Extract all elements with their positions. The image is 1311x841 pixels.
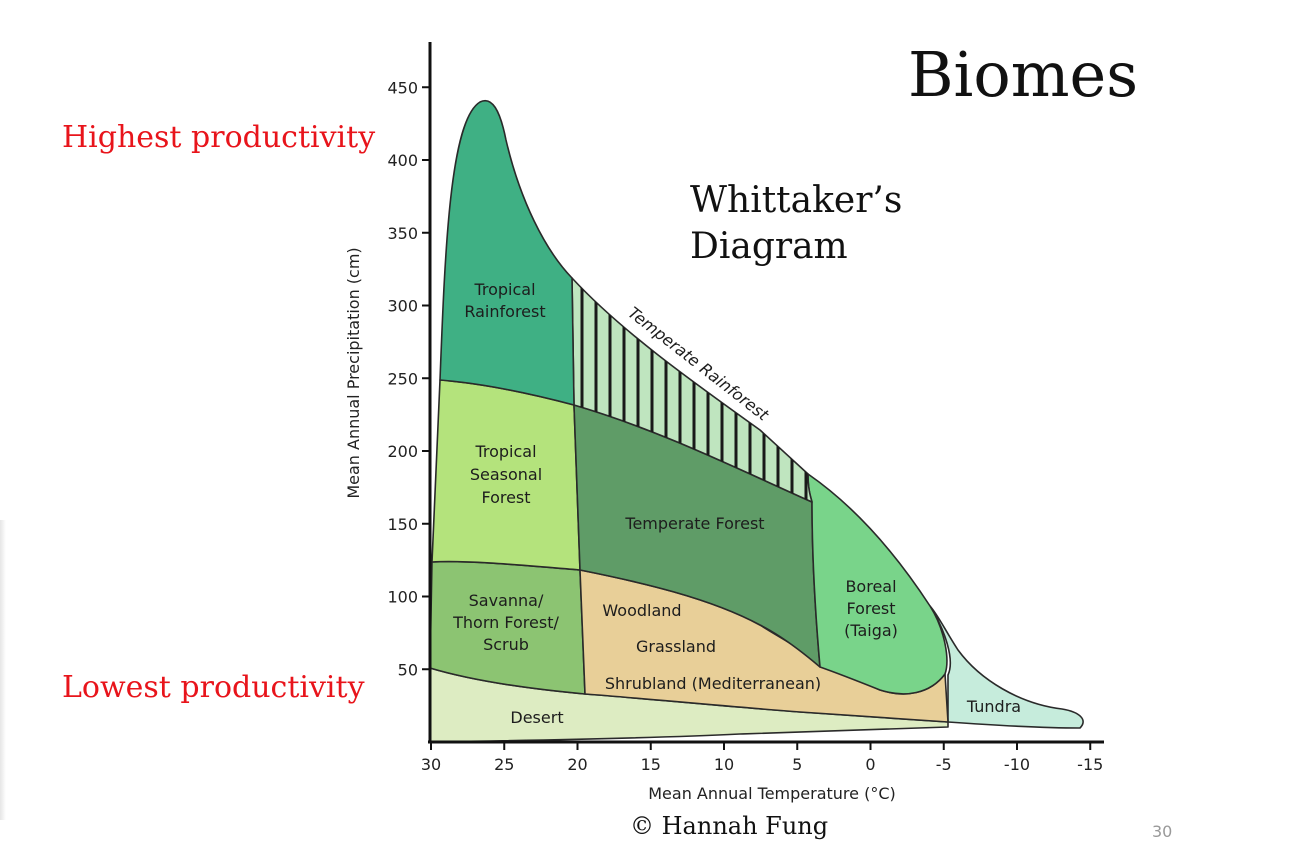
y-tick-label: 100 [387, 588, 418, 607]
lowest-productivity-label: Lowest productivity [62, 670, 365, 705]
x-tick-label: 5 [792, 755, 802, 774]
y-tick-label: 250 [387, 369, 418, 388]
biome-label-grassland: Grassland [636, 637, 716, 656]
biome-label-tropical-seasonal-forest: Tropical Seasonal Forest [470, 442, 542, 507]
biome-label-line: Tundra [966, 697, 1021, 716]
subtitle-line-1: Whittaker’s [690, 180, 903, 221]
biome-label-line: Woodland [602, 601, 681, 620]
biome-label-line: (Taiga) [844, 621, 898, 640]
highest-productivity-label: Highest productivity [62, 120, 376, 155]
subtitle-line-2: Diagram [690, 226, 848, 267]
y-tick-label: 300 [387, 297, 418, 316]
biome-label-line: Tropical [474, 442, 536, 461]
x-tick-label: 25 [494, 755, 514, 774]
y-tick-label: 400 [387, 151, 418, 170]
biome-label-line: Forest [846, 599, 895, 618]
y-tick-label: 200 [387, 442, 418, 461]
x-tick-label: -15 [1077, 755, 1103, 774]
diagram-subtitle: Whittaker’s Diagram [690, 178, 902, 270]
biome-label-line: Boreal [845, 577, 896, 596]
x-tick-label: -5 [936, 755, 952, 774]
x-axis-ticks: 30 25 20 15 10 5 0 -5 -10 -15 [421, 742, 1103, 774]
biome-label-line: Savanna/ [469, 591, 544, 610]
y-axis-ticks: 50 100 150 200 250 300 350 400 450 [387, 78, 430, 679]
biome-label-savanna: Savanna/Thorn Forest/Scrub [452, 591, 559, 654]
biome-label-line: Desert [510, 708, 563, 727]
y-axis-title: Mean Annual Precipitation (cm) [344, 247, 363, 498]
biome-label-tundra: Tundra [966, 697, 1021, 716]
region-temperate-rainforest [571, 277, 813, 503]
biome-label-desert: Desert [510, 708, 563, 727]
region-tundra [929, 605, 1084, 729]
biome-label-boreal-forest: Boreal Forest (Taiga) [844, 577, 898, 640]
biome-label-line: Rainforest [464, 302, 545, 321]
biome-label-tropical-rainforest: Tropical Rainforest [464, 280, 545, 321]
region-boreal-forest [807, 473, 948, 695]
biome-label-line: Thorn Forest/ [452, 613, 559, 632]
biome-label-line: Forest [481, 488, 530, 507]
y-tick-label: 50 [398, 660, 418, 679]
slide-title: Biomes [908, 38, 1139, 111]
biome-label-woodland: Woodland [602, 601, 681, 620]
biome-label-line: Grassland [636, 637, 716, 656]
biome-label-shrubland: Shrubland (Mediterranean) [605, 674, 821, 693]
biome-label-line: Tropical [473, 280, 535, 299]
x-tick-label: 10 [714, 755, 734, 774]
biome-label-line: Seasonal [470, 465, 542, 484]
y-tick-label: 150 [387, 515, 418, 534]
biome-label-temperate-forest: Temperate Forest [624, 514, 764, 533]
biome-label-line: Shrubland (Mediterranean) [605, 674, 821, 693]
x-tick-label: 20 [567, 755, 587, 774]
region-tropical-rainforest [439, 99, 575, 406]
x-tick-label: -10 [1004, 755, 1030, 774]
x-tick-label: 15 [641, 755, 661, 774]
biome-label-line: Temperate Forest [624, 514, 764, 533]
y-tick-label: 450 [387, 78, 418, 97]
x-axis-title: Mean Annual Temperature (°C) [648, 784, 895, 803]
slide-left-edge [0, 520, 6, 820]
x-tick-label: 30 [421, 755, 441, 774]
x-tick-label: 0 [865, 755, 875, 774]
y-tick-label: 350 [387, 224, 418, 243]
biome-label-line: Scrub [483, 635, 529, 654]
